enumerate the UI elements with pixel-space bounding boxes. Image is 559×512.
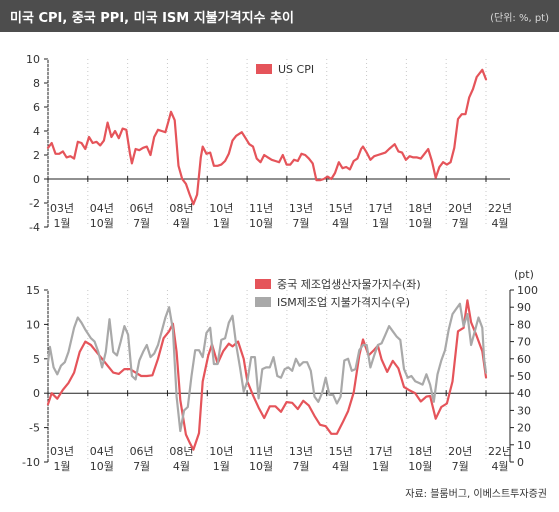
y-tick-label-right: 10 [517,439,531,452]
x-tick-label-month: 4월 [491,460,508,473]
x-tick-label-month: 7월 [452,217,469,230]
y-tick-label: -5 [29,422,40,435]
y-tick-label-right: 80 [517,318,531,331]
y-tick-label: 10 [26,53,40,66]
legend-swatch-0 [255,279,271,289]
x-tick-label-year: 13년 [289,445,313,458]
chart-title: 미국 CPI, 중국 PPI, 미국 ISM 지불가격지수 추이 [10,11,294,26]
y-tick-label: 10 [26,318,40,331]
y-tick-label: 4 [33,125,40,138]
x-tick-label-year: 10년 [209,445,233,458]
x-tick-label-month: 1월 [372,460,389,473]
x-tick-label-month: 4월 [173,217,190,230]
legend-swatch-1 [255,297,271,307]
x-tick-label-year: 18년 [408,202,432,215]
x-tick-label-year: 15년 [329,445,353,458]
x-tick-label-year: 08년 [169,445,193,458]
y-tick-label-right: 40 [517,387,531,400]
x-tick-label-year: 11년 [249,445,273,458]
x-tick-label-month: 10월 [90,217,114,230]
x-tick-label-year: 17년 [368,202,392,215]
unit-label: (단위: %, pt) [490,13,549,24]
x-tick-label-month: 1월 [372,217,389,230]
y-tick-label: 0 [33,387,40,400]
x-tick-label-year: 04년 [90,445,114,458]
x-tick-label-month: 7월 [292,460,309,473]
y-tick-label: -4 [29,221,40,234]
x-tick-label-month: 1월 [53,217,70,230]
x-tick-label-year: 15년 [329,202,353,215]
x-tick-label-year: 08년 [169,202,193,215]
right-axis-unit: (pt) [514,268,534,281]
us-cpi-chart: 10 8 6 4 2 0 -2 -4 03년 1월 04년 10월 06년 7월 08년 4월 10년 1월 11년… [26,53,512,234]
x-tick-label-year: 20년 [448,445,472,458]
x-tick-label-month: 4월 [491,217,508,230]
x-tick-label-year: 06년 [130,445,154,458]
y-tick-label-right: 90 [517,301,531,314]
legend-swatch-0 [256,64,272,74]
x-tick-label-year: 17년 [368,445,392,458]
y-tick-label-right: 30 [517,404,531,417]
x-tick-label-year: 18년 [408,445,432,458]
x-tick-label-month: 7월 [292,217,309,230]
x-tick-label-month: 4월 [173,460,190,473]
y-tick-label-right: 60 [517,353,531,366]
x-tick-label-month: 4월 [332,460,349,473]
x-tick-label-year: 04년 [90,202,114,215]
legend-label-1: ISM제조업 지불가격지수(우) [277,296,410,309]
legend-label-0: 중국 제조업생산자물가지수(좌) [277,278,421,291]
y-tick-label-right: 70 [517,336,531,349]
x-tick-label-month: 10월 [249,460,273,473]
x-tick-label-year: 13년 [289,202,313,215]
x-tick-label-month: 7월 [133,217,150,230]
x-tick-label-month: 10월 [249,217,273,230]
china-ppi-ism-chart: 151050-5-101009080706050403020100(pt)03년… [22,268,538,473]
x-tick-label-month: 4월 [332,217,349,230]
series-line-0 [46,299,488,451]
x-tick-label-month: 1월 [213,217,230,230]
x-tick-label-year: 03년 [50,445,74,458]
y-tick-label-right: 100 [517,284,538,297]
series-line-1 [46,302,488,433]
x-tick-label-month: 10월 [408,217,432,230]
x-tick-label-month: 1월 [53,460,70,473]
source-note: 자료: 블룸버그, 이베스트투자증권 [405,489,547,500]
x-tick-label-month: 7월 [452,460,469,473]
y-tick-label-right: 50 [517,370,531,383]
legend-label-0: US CPI [278,63,314,76]
y-tick-label: -2 [29,197,40,210]
x-tick-label-month: 1월 [213,460,230,473]
x-tick-label-year: 20년 [448,202,472,215]
x-tick-label-year: 22년 [488,445,512,458]
y-tick-label-right: 0 [517,456,524,469]
y-tick-label: 8 [33,77,40,90]
x-tick-label-month: 10월 [90,460,114,473]
chart-header: 미국 CPI, 중국 PPI, 미국 ISM 지불가격지수 추이 (단위: %,… [0,0,559,32]
x-tick-label-month: 7월 [133,460,150,473]
x-tick-label-year: 10년 [209,202,233,215]
x-tick-label-year: 22년 [488,202,512,215]
y-tick-label: 15 [26,284,40,297]
x-tick-label-year: 11년 [249,202,273,215]
y-tick-label: -10 [22,456,40,469]
x-tick-label-year: 03년 [50,202,74,215]
y-tick-label: 2 [33,149,40,162]
x-tick-label-month: 10월 [408,460,432,473]
x-tick-label-year: 06년 [130,202,154,215]
y-tick-label-right: 20 [517,422,531,435]
series-line-0 [46,68,488,206]
y-tick-label: 6 [33,101,40,114]
y-tick-label: 5 [33,353,40,366]
y-tick-label: 0 [33,173,40,186]
